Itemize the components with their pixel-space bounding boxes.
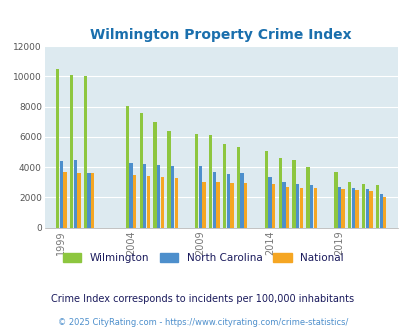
Bar: [87, 173, 91, 228]
Bar: [278, 158, 281, 228]
Bar: [73, 160, 77, 228]
Bar: [365, 189, 368, 228]
Bar: [125, 106, 129, 228]
Bar: [379, 194, 382, 228]
Bar: [174, 178, 177, 228]
Bar: [299, 188, 302, 228]
Bar: [146, 176, 150, 228]
Bar: [84, 76, 87, 228]
Bar: [240, 173, 243, 228]
Bar: [198, 166, 202, 228]
Bar: [285, 187, 288, 228]
Bar: [382, 197, 386, 228]
Bar: [157, 165, 160, 228]
Bar: [143, 164, 146, 228]
Bar: [91, 173, 94, 228]
Bar: [70, 75, 73, 228]
Bar: [361, 184, 364, 228]
Bar: [292, 160, 295, 228]
Bar: [337, 187, 340, 228]
Bar: [243, 183, 247, 228]
Bar: [153, 122, 156, 228]
Bar: [129, 163, 132, 228]
Bar: [56, 69, 59, 228]
Bar: [202, 182, 205, 228]
Legend: Wilmington, North Carolina, National: Wilmington, North Carolina, National: [58, 249, 347, 267]
Bar: [268, 177, 271, 228]
Bar: [77, 173, 80, 228]
Bar: [209, 135, 212, 228]
Bar: [375, 184, 378, 228]
Bar: [212, 173, 215, 228]
Bar: [226, 174, 229, 228]
Bar: [333, 173, 337, 228]
Bar: [160, 177, 164, 228]
Bar: [139, 113, 143, 228]
Bar: [341, 189, 344, 228]
Title: Wilmington Property Crime Index: Wilmington Property Crime Index: [90, 28, 351, 42]
Bar: [351, 188, 354, 228]
Bar: [281, 182, 285, 228]
Bar: [264, 151, 267, 228]
Bar: [167, 131, 170, 228]
Bar: [216, 182, 219, 228]
Text: © 2025 CityRating.com - https://www.cityrating.com/crime-statistics/: © 2025 CityRating.com - https://www.city…: [58, 318, 347, 327]
Bar: [309, 185, 313, 228]
Bar: [60, 161, 63, 228]
Bar: [222, 144, 226, 228]
Bar: [347, 182, 351, 228]
Bar: [171, 166, 174, 228]
Bar: [313, 188, 316, 228]
Bar: [368, 191, 372, 228]
Bar: [271, 184, 275, 228]
Bar: [236, 147, 240, 228]
Bar: [195, 134, 198, 228]
Bar: [306, 167, 309, 228]
Bar: [132, 175, 136, 228]
Bar: [295, 184, 298, 228]
Text: Crime Index corresponds to incidents per 100,000 inhabitants: Crime Index corresponds to incidents per…: [51, 294, 354, 304]
Bar: [230, 183, 233, 228]
Bar: [63, 173, 66, 228]
Bar: [354, 190, 358, 228]
